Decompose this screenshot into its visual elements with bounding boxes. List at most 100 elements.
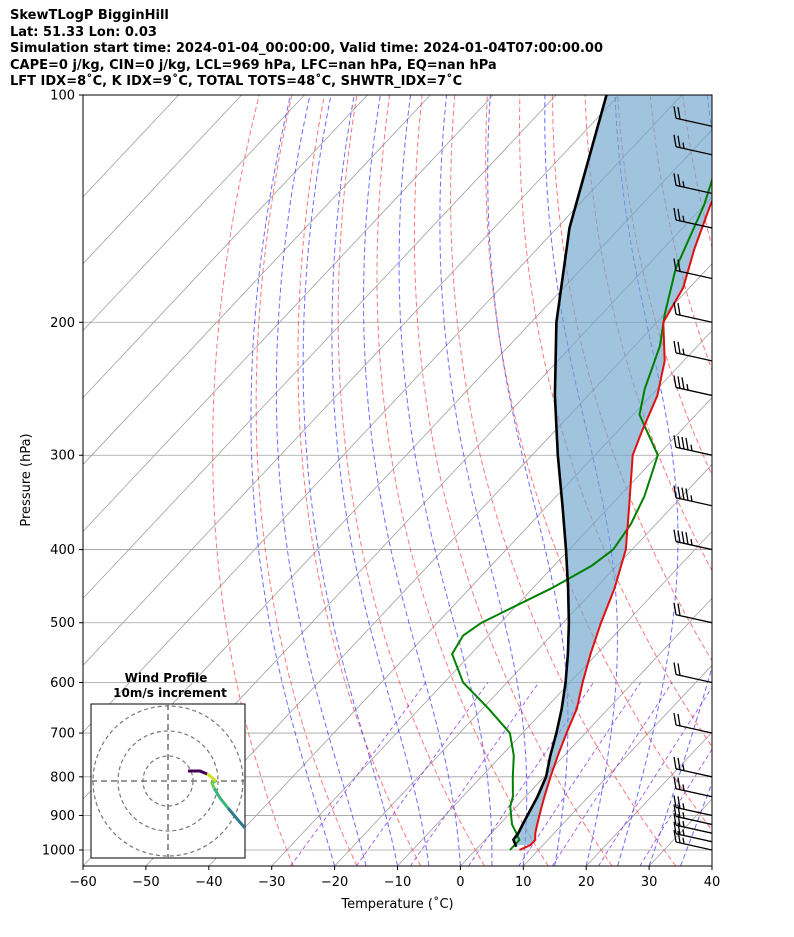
x-tick-label: 20: [578, 875, 595, 890]
wind-barb-flag: [673, 134, 677, 147]
isotherm-line: [83, 95, 305, 332]
wind-barb-half-flag: [682, 764, 685, 771]
moist-adiabat: [439, 95, 528, 866]
wind-barb-flag: [677, 663, 681, 676]
wind-barb-staff: [675, 269, 712, 280]
wind-barb-half-flag: [682, 142, 685, 149]
wind-barb-flag: [681, 436, 685, 450]
mixing-ratio-line: [290, 682, 427, 866]
isotherm-line: [83, 95, 494, 532]
wind-barb-staff: [675, 497, 712, 507]
wind-barb-flag: [685, 488, 689, 501]
x-tick-label: −10: [384, 875, 411, 890]
isotherm-line: [83, 95, 620, 666]
inset-subtitle: 10m/s increment: [113, 686, 227, 700]
wind-barb-half-flag: [682, 348, 685, 355]
wind-barb-flag: [673, 821, 677, 834]
wind-barb-flag: [685, 437, 689, 451]
y-tick-label: 700: [50, 727, 75, 742]
wind-barb: [673, 529, 712, 551]
dry-adiabat: [450, 95, 677, 866]
wind-barb-flag: [681, 377, 685, 390]
wind-barb: [673, 173, 712, 195]
x-tick-label: 30: [641, 875, 658, 890]
mixing-ratio-line: [551, 682, 673, 866]
x-tick-label: −20: [321, 875, 348, 890]
wind-barb-flag: [677, 135, 681, 148]
wind-barb-staff: [675, 146, 712, 156]
wind-barb-staff: [675, 815, 712, 826]
isotherm-line: [83, 95, 683, 733]
wind-barb-flag: [677, 341, 681, 354]
dry-adiabat: [212, 95, 294, 866]
wind-barb-staff: [675, 673, 712, 684]
axes: −60 −50 −40 −30 −20 −10 0 10 20 30 40 100 200 300 400 5…: [42, 89, 720, 891]
wind-barb: [673, 375, 712, 397]
wind-barb-flag: [677, 208, 681, 221]
wind-barb-staff: [675, 184, 712, 195]
wind-barb-flag: [673, 258, 677, 271]
moist-adiabat: [302, 95, 398, 866]
wind-barb-flag: [677, 107, 681, 120]
wind-barb-flag: [673, 375, 677, 388]
wind-barb: [673, 485, 712, 507]
moist-adiabat: [614, 95, 679, 866]
wind-barb-flag: [673, 602, 677, 615]
wind-barb-flag: [677, 376, 681, 389]
wind-barb: [673, 435, 712, 456]
isotherm-line: [523, 664, 712, 866]
x-tick-label: 10: [515, 875, 532, 890]
wind-barb-staff: [675, 313, 712, 323]
dry-adiabat: [715, 95, 794, 866]
y-axis-label: Pressure (hPa): [19, 433, 34, 526]
moist-adiabat: [398, 95, 493, 866]
isotherm-line: [83, 95, 368, 399]
hodograph-trace: [188, 769, 208, 776]
wind-barb-staff: [675, 386, 712, 397]
wind-barb-staff: [675, 841, 712, 851]
wind-barb-half-flag: [682, 820, 685, 828]
wind-barb-flag: [673, 485, 677, 498]
wind-barb: [673, 602, 712, 624]
wind-barb-flag: [673, 776, 677, 789]
title-location: Lat: 51.33 Lon: 0.03: [10, 24, 157, 40]
wind-barb-flag: [677, 436, 681, 449]
cin-shading: [513, 95, 712, 845]
hodograph-trace: [226, 807, 245, 831]
parcel-profile: [511, 95, 608, 848]
wind-barb-half-flag: [682, 812, 685, 819]
wind-barb: [673, 829, 712, 851]
wind-barb-flag: [677, 777, 681, 790]
isotherm-line: [271, 396, 712, 866]
wind-barb-half-flag: [690, 444, 693, 451]
y-tick-label: 100: [50, 89, 75, 104]
wind-barb-flag: [677, 603, 681, 616]
title-indices-1: CAPE=0 j/kg, CIN=0 j/kg, LCL=969 hPa, LF…: [10, 57, 497, 73]
mixing-ratio-line: [598, 686, 712, 866]
wind-barb: [673, 340, 712, 362]
inset-title: Wind Profile: [125, 671, 208, 685]
wind-barb: [673, 821, 712, 843]
hodograph-ring: [117, 730, 219, 832]
dry-adiabat: [518, 95, 712, 748]
wind-barb: [673, 776, 712, 798]
inset-content: [91, 704, 245, 858]
mixing-ratio-line: [355, 682, 489, 866]
x-tick-label: −40: [195, 875, 222, 890]
isotherm-line: [397, 530, 712, 866]
wind-barb-staff: [675, 806, 712, 817]
wind-barb: [673, 134, 712, 156]
isotherm-line: [145, 263, 712, 866]
wind-barb-flag: [681, 487, 685, 500]
wind-barb-half-flag: [682, 181, 685, 188]
wind-barb-staff: [675, 352, 712, 362]
wind-barb-half-flag: [682, 829, 685, 836]
wind-barb: [673, 302, 712, 323]
wind-barb-flag: [677, 530, 681, 543]
wind-barb-flag: [673, 829, 677, 843]
wind-barb-half-flag: [690, 539, 693, 546]
wind-barb-flag: [673, 813, 677, 826]
mixing-ratio-line: [518, 682, 641, 866]
y-tick-label: 800: [50, 770, 75, 785]
wind-barb: [673, 804, 712, 826]
